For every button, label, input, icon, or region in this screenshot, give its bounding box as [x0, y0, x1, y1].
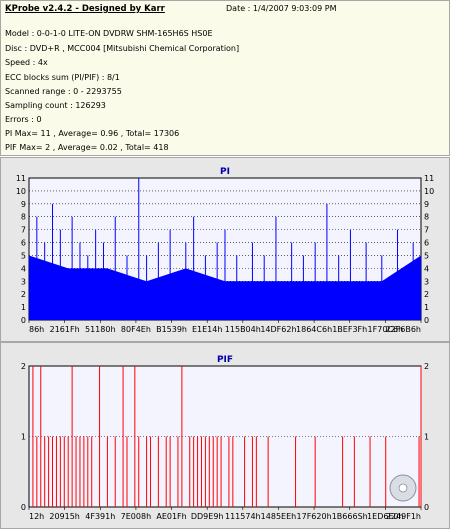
pif-xtick-6: 111574h	[225, 512, 261, 521]
pif-xtick-10: 1ED6E0h	[367, 512, 404, 521]
pif-ytick-left-1: 1	[21, 433, 26, 442]
app-title: KProbe v2.4.2 - Designed by Karr	[5, 4, 165, 14]
pif-chart: PIF 0 0 1 1 2 2 12h 20915h 4F391h 7E008h AE01Fh DD9E…	[21, 355, 429, 521]
pi-ytick-left-11: 11	[16, 174, 26, 183]
info-scanned-range: Scanned range : 0 - 2293755	[5, 87, 122, 96]
pi-ytick-right-2: 2	[424, 290, 429, 299]
pi-ytick-right-1: 1	[424, 303, 429, 312]
pif-xtick-4: AE01Fh	[156, 512, 186, 521]
pi-ytick-right-4: 4	[424, 264, 429, 273]
pi-ytick-left-1: 1	[21, 303, 26, 312]
pif-chart-panel: PIF 0 0 1 1 2 2 12h 20915h 4F391h 7E008h AE01Fh DD9E…	[0, 342, 450, 529]
pi-ytick-right-8: 8	[424, 213, 429, 222]
pi-ytick-right-10: 10	[424, 187, 434, 196]
pi-xtick-2: 51180h	[85, 325, 116, 334]
pi-xtick-4: B1539h	[156, 325, 187, 334]
pif-xtick-2: 4F391h	[85, 512, 115, 521]
pi-xtick-9: 1BEF3Fh	[332, 325, 367, 334]
pi-xtick-3: 80F4Eh	[121, 325, 151, 334]
pi-xtick-5: E1E14h	[192, 325, 222, 334]
pi-ytick-left-3: 3	[21, 277, 26, 286]
pi-ytick-left-9: 9	[21, 200, 26, 209]
pi-ytick-right-6: 6	[424, 239, 429, 248]
pi-xtick-6: 115B04h	[225, 325, 261, 334]
pi-ytick-right-5: 5	[424, 251, 429, 260]
pi-xtick-11: 22F6B6h	[385, 325, 421, 334]
pi-ytick-right-9: 9	[424, 200, 429, 209]
pi-xtick-10: 1F70C6h	[368, 325, 404, 334]
pi-xtick-0: 86h	[29, 325, 44, 334]
info-speed: Speed : 4x	[5, 58, 48, 67]
pi-ytick-right-7: 7	[424, 226, 429, 235]
pi-ytick-left-7: 7	[21, 226, 26, 235]
pif-xtick-5: DD9E9h	[191, 512, 224, 521]
pi-ytick-right-11: 11	[424, 174, 434, 183]
disc-icon-hole	[398, 483, 408, 493]
pi-ytick-left-0: 0	[21, 316, 26, 325]
pif-ytick-left-0: 0	[21, 503, 26, 512]
pi-ytick-right-0: 0	[424, 316, 429, 325]
disc-icon	[389, 474, 417, 502]
pi-title: PI	[220, 167, 230, 177]
pi-ytick-left-4: 4	[21, 264, 26, 273]
pif-ytick-right-2: 2	[424, 362, 429, 371]
info-sampling-count: Sampling count : 126293	[5, 101, 106, 110]
info-panel: KProbe v2.4.2 - Designed by Karr Date : …	[0, 0, 450, 156]
pif-xtick-7: 1485EEh	[261, 512, 297, 521]
pif-xtick-11: 2249F1h	[386, 512, 421, 521]
pif-ytick-right-1: 1	[424, 433, 429, 442]
info-ecc-blocks: ECC blocks sum (PI/PIF) : 8/1	[5, 73, 120, 82]
pi-ytick-left-2: 2	[21, 290, 26, 299]
pif-xtick-1: 20915h	[49, 512, 80, 521]
pif-xtick-8: 17F620h	[297, 512, 332, 521]
pi-chart-panel: PI 0 0 1 1 2 2 3 3 4 4 5 5 6 6 7 7 8 8 9 9 10 10 11 11 86h 2161Fh 5…	[0, 157, 450, 342]
pi-ytick-left-6: 6	[21, 239, 26, 248]
info-model: Model : 0-0-1-0 LITE-ON DVDRW SHM-165H6S…	[5, 29, 213, 38]
info-pif-stats: PIF Max= 2 , Average= 0.02 , Total= 418	[5, 143, 169, 152]
info-pi-stats: PI Max= 11 , Average= 0.96 , Total= 1730…	[5, 129, 180, 138]
pi-ytick-right-3: 3	[424, 277, 429, 286]
pi-ytick-left-8: 8	[21, 213, 26, 222]
pif-xtick-3: 7E008h	[121, 512, 151, 521]
info-disc: Disc : DVD+R , MCC004 [Mitsubishi Chemic…	[5, 44, 240, 53]
pif-xtick-0: 12h	[29, 512, 44, 521]
pi-xtick-8: 1864C6h	[296, 325, 332, 334]
pif-xtick-9: 1B666Sh	[332, 512, 368, 521]
pi-xtick-1: 2161Fh	[50, 325, 80, 334]
pif-ytick-left-2: 2	[21, 362, 26, 371]
pi-ytick-left-5: 5	[21, 251, 26, 260]
pi-ytick-left-10: 10	[16, 187, 26, 196]
info-errors: Errors : 0	[5, 115, 42, 124]
pif-title: PIF	[217, 355, 233, 365]
scan-date: Date : 1/4/2007 9:03:09 PM	[226, 4, 337, 13]
pif-ytick-right-0: 0	[424, 503, 429, 512]
pi-xtick-7: 14DF62h	[260, 325, 296, 334]
